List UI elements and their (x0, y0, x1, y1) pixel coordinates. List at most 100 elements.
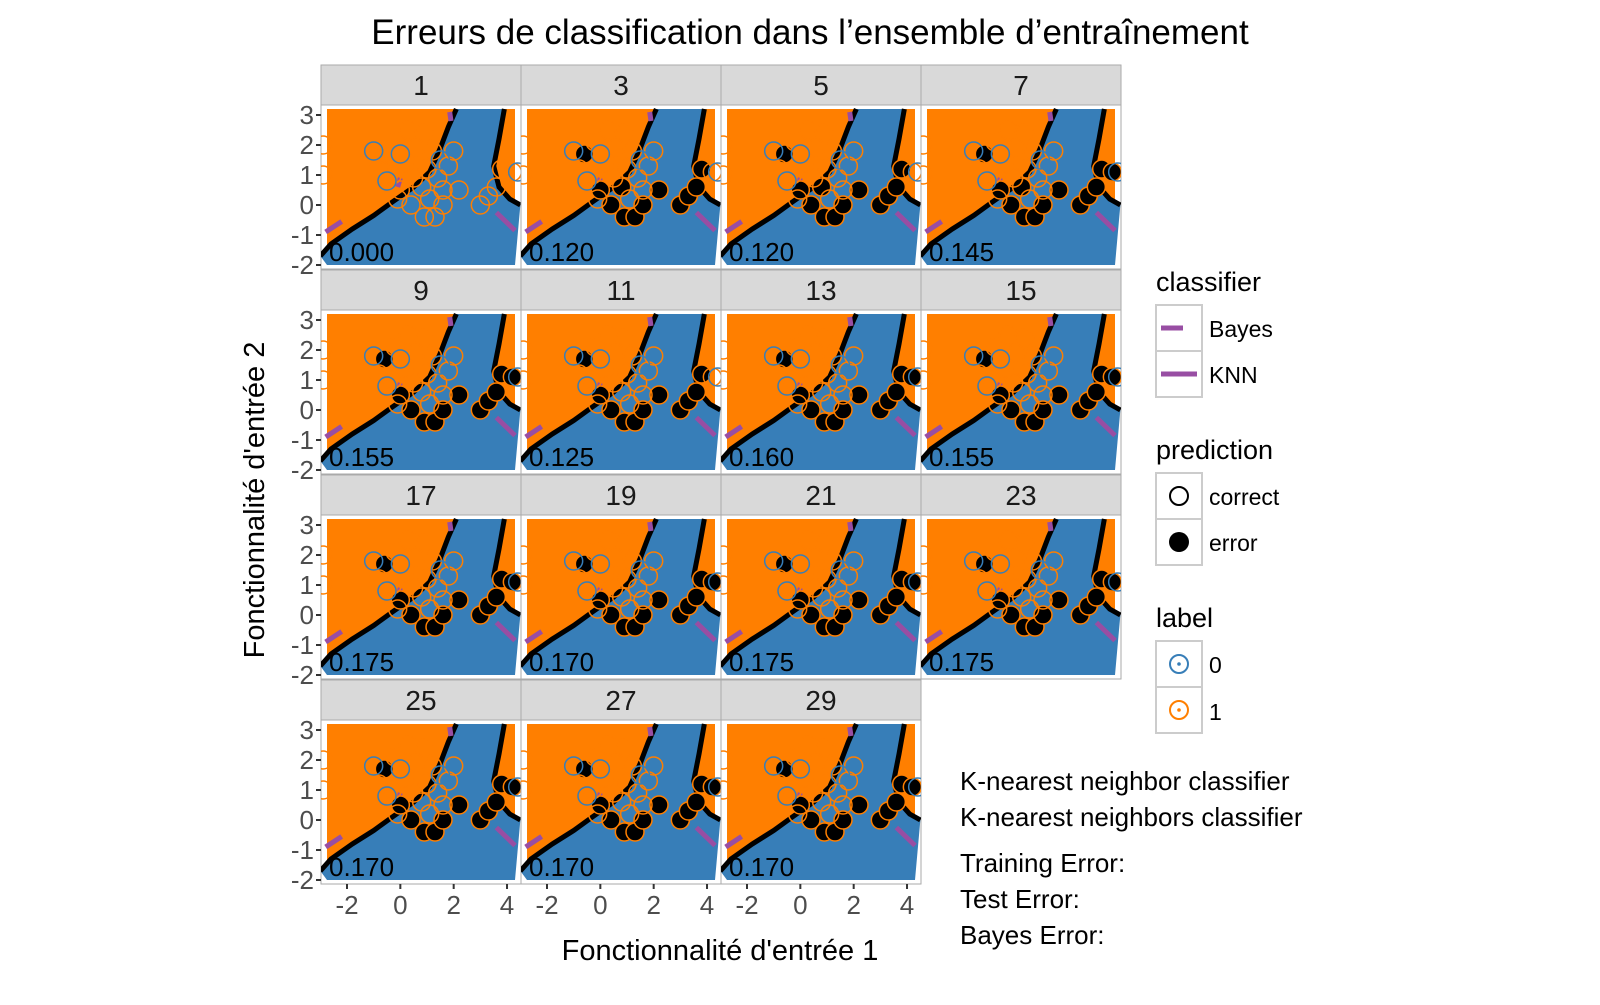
error-point (1049, 590, 1069, 610)
correct-point (403, 783, 424, 803)
correct-point (998, 120, 1019, 140)
facet-panel-k9: 9 0.155 (320, 269, 522, 475)
correct-point (1003, 168, 1024, 188)
correct-point (790, 144, 811, 164)
correct-point (921, 340, 933, 360)
error-point (702, 777, 721, 797)
correct-point (902, 162, 921, 182)
correct-point (630, 765, 651, 785)
panel-content (721, 722, 921, 880)
panel-content (321, 312, 521, 470)
correct-point (798, 530, 819, 550)
correct-point (390, 759, 411, 779)
facet-strip (320, 474, 522, 516)
correct-point (1043, 551, 1064, 571)
correct-point (1107, 572, 1121, 592)
bayes-boundary (924, 424, 944, 440)
y-tick-label: 0 (300, 190, 314, 220)
error-point (1049, 385, 1069, 405)
x-tick-label: -2 (335, 890, 358, 920)
error-point (486, 382, 507, 402)
error-point (849, 590, 869, 610)
x-tick-label: 2 (846, 890, 860, 920)
correct-point (830, 150, 851, 170)
facet-strip-label: 3 (613, 70, 629, 101)
correct-point (577, 376, 597, 396)
correct-point (843, 756, 864, 776)
correct-point (963, 141, 984, 161)
y-tick-label: 2 (300, 745, 314, 775)
correct-point (443, 756, 464, 776)
x-tick-label: -2 (735, 890, 758, 920)
correct-point (763, 756, 784, 776)
correct-point (702, 162, 721, 182)
correct-point (507, 572, 521, 592)
y-tick-label: 1 (300, 160, 314, 190)
correct-point (921, 165, 933, 185)
correct-point (401, 195, 421, 215)
bayes-boundary (1094, 210, 1117, 233)
facet-strip (320, 679, 522, 721)
correct-point (1014, 123, 1035, 143)
correct-point (707, 162, 721, 182)
correct-point (590, 554, 611, 574)
knn-boundary (321, 107, 459, 258)
training-error-value: 0.175 (929, 647, 994, 677)
correct-point (590, 144, 611, 164)
correct-point (798, 735, 819, 755)
correct-point (987, 394, 1008, 414)
correct-point (985, 132, 1005, 152)
region-label-0 (921, 314, 1121, 470)
facet-strip-label: 15 (1005, 275, 1036, 306)
label-1-dot (1177, 708, 1181, 712)
bayes-boundary (1047, 111, 1054, 122)
error-point (1102, 162, 1121, 182)
correct-point (585, 542, 605, 562)
correct-point (1107, 367, 1121, 387)
correct-point (830, 560, 851, 580)
correct-point (582, 165, 603, 185)
correct-point (414, 533, 435, 553)
correct-point (977, 171, 997, 191)
correct-point (321, 545, 333, 565)
legend-item-1: 1 (1209, 699, 1222, 725)
correct-point (833, 795, 853, 815)
correct-point (633, 385, 653, 405)
training-error-value: 0.160 (729, 442, 794, 472)
correct-point (614, 328, 635, 348)
facet-strip (520, 474, 722, 516)
panel-content (921, 312, 1121, 470)
correct-point (843, 551, 864, 571)
correct-point (721, 135, 733, 155)
bayes-boundary (694, 620, 717, 643)
bayes-boundary (1094, 415, 1117, 438)
correct-point (321, 165, 333, 185)
correct-point (1033, 385, 1053, 405)
correct-point (721, 575, 733, 595)
bayes-boundary (894, 825, 917, 848)
bayes-boundary (324, 219, 344, 235)
correct-point (787, 189, 808, 209)
correct-point (790, 349, 811, 369)
correct-point (1019, 189, 1040, 209)
correct-point (907, 777, 921, 797)
bayes-boundary (447, 521, 454, 532)
x-tick-label: -2 (535, 890, 558, 920)
correct-point (782, 780, 803, 800)
correct-point (982, 575, 1003, 595)
correct-point (577, 171, 597, 191)
correct-point (833, 590, 853, 610)
facet-strip (520, 64, 722, 106)
y-tick-label: -2 (291, 250, 314, 280)
error-point (649, 180, 669, 200)
error-point (686, 792, 707, 812)
panel-content (321, 722, 521, 880)
correct-point (721, 545, 733, 565)
bayes-boundary (924, 219, 944, 235)
error-point (502, 367, 521, 387)
correct-point (619, 804, 640, 824)
facet-strip (920, 474, 1122, 516)
correct-point (521, 370, 533, 390)
bayes-boundary (694, 825, 717, 848)
correct-point (414, 328, 435, 348)
